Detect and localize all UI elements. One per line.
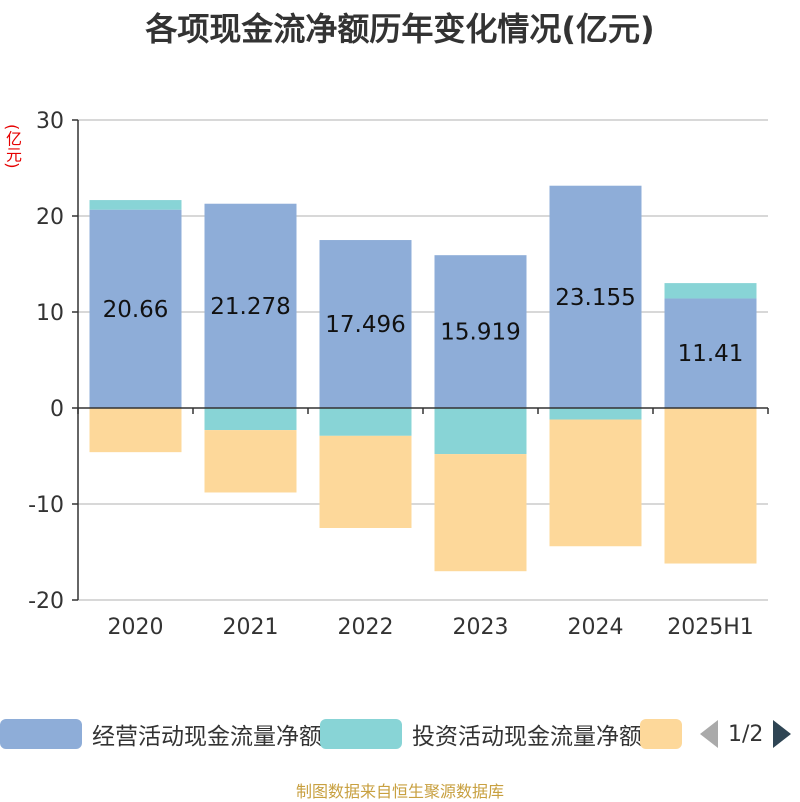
bar-segment <box>204 408 297 431</box>
bar-segment <box>89 200 182 210</box>
legend-item-investing[interactable]: 投资活动现金流量净额 <box>320 716 642 752</box>
x-tick-label: 2024 <box>568 615 624 640</box>
legend-swatch-investing <box>320 719 402 749</box>
bar-segment <box>89 209 182 408</box>
bar-segment <box>664 408 757 564</box>
y-tick-label: 10 <box>36 301 64 326</box>
bar-segment <box>664 283 757 299</box>
y-tick-label: 0 <box>50 397 64 422</box>
y-tick-label: -20 <box>28 589 64 614</box>
grid-lines <box>78 119 768 601</box>
data-labels: 20.66 21.278 17.496 15.919 23.155 11.41 <box>103 285 744 367</box>
x-tick-label: 2023 <box>453 615 509 640</box>
legend: 经营活动现金流量净额 投资活动现金流量净额 <box>0 716 800 756</box>
y-tick-label: -10 <box>28 493 64 518</box>
data-label: 15.919 <box>440 320 520 346</box>
legend-label-investing: 投资活动现金流量净额 <box>412 724 642 750</box>
chart-title: 各项现金流净额历年变化情况(亿元) <box>145 10 655 48</box>
axes: 30 20 10 0 -10 -20 2020 2021 2022 2023 2024 2025H1 <box>28 109 769 640</box>
x-tick-label: 2025H1 <box>667 615 754 640</box>
x-tick-label: 2020 <box>108 615 164 640</box>
bar-segment <box>434 255 527 408</box>
bar-segment <box>204 203 297 408</box>
bar-segment <box>319 240 412 408</box>
bar-segment <box>549 408 642 420</box>
triangle-right-icon[interactable] <box>773 720 792 748</box>
bar-segment <box>204 430 297 493</box>
bar-segment <box>664 298 757 408</box>
bar-segment <box>434 408 527 455</box>
data-label: 21.278 <box>210 294 290 320</box>
bar-segment <box>549 419 642 547</box>
y-tick-label: 20 <box>36 205 64 230</box>
data-label: 17.496 <box>325 312 405 338</box>
legend-label-operating: 经营活动现金流量净额 <box>92 724 322 750</box>
bar-segment <box>319 435 412 528</box>
bars <box>89 185 757 572</box>
legend-swatch-financing <box>640 719 682 749</box>
data-label: 23.155 <box>555 285 635 311</box>
legend-item-operating[interactable]: 经营活动现金流量净额 <box>0 716 322 752</box>
bar-segment <box>549 185 642 408</box>
data-label: 11.41 <box>678 341 744 367</box>
y-axis-unit-label: (亿元) <box>3 124 22 169</box>
bar-segment <box>434 454 527 572</box>
legend-pager: 1/2 <box>700 716 792 752</box>
source-note: 制图数据来自恒生聚源数据库 <box>295 782 504 801</box>
x-tick-label: 2021 <box>223 615 279 640</box>
pager-text: 1/2 <box>728 721 764 747</box>
bar-segment <box>89 408 182 453</box>
x-tick-label: 2022 <box>338 615 394 640</box>
bar-segment <box>319 408 412 436</box>
y-tick-label: 30 <box>36 109 64 134</box>
legend-swatch-operating <box>0 719 82 749</box>
data-label: 20.66 <box>103 297 169 323</box>
legend-item-financing[interactable] <box>640 716 682 752</box>
triangle-left-icon[interactable] <box>700 720 718 748</box>
